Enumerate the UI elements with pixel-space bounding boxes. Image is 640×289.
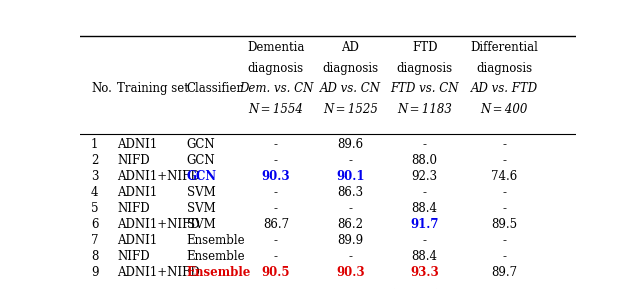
Text: 90.5: 90.5 (262, 266, 290, 279)
Text: 7: 7 (91, 234, 99, 247)
Text: GCN: GCN (187, 154, 215, 167)
Text: AD vs. FTD: AD vs. FTD (470, 82, 538, 95)
Text: SVM: SVM (187, 218, 216, 231)
Text: 5: 5 (91, 202, 99, 215)
Text: -: - (502, 250, 506, 263)
Text: AD: AD (341, 41, 359, 54)
Text: ADNI1: ADNI1 (117, 234, 157, 247)
Text: Ensemble: Ensemble (187, 250, 245, 263)
Text: -: - (348, 154, 352, 167)
Text: 88.4: 88.4 (412, 250, 438, 263)
Text: -: - (348, 250, 352, 263)
Text: SVM: SVM (187, 202, 216, 215)
Text: GCN: GCN (187, 138, 215, 151)
Text: 91.7: 91.7 (410, 218, 439, 231)
Text: -: - (274, 154, 278, 167)
Text: 86.2: 86.2 (337, 218, 364, 231)
Text: -: - (502, 138, 506, 151)
Text: -: - (274, 186, 278, 199)
Text: 9: 9 (91, 266, 99, 279)
Text: FTD: FTD (412, 41, 438, 54)
Text: -: - (274, 250, 278, 263)
Text: FTD vs. CN: FTD vs. CN (390, 82, 459, 95)
Text: 90.1: 90.1 (336, 170, 365, 183)
Text: 88.0: 88.0 (412, 154, 438, 167)
Text: 3: 3 (91, 170, 99, 183)
Text: diagnosis: diagnosis (476, 62, 532, 75)
Text: Differential: Differential (470, 41, 538, 54)
Text: NIFD: NIFD (117, 154, 150, 167)
Text: 86.3: 86.3 (337, 186, 364, 199)
Text: 89.5: 89.5 (491, 218, 517, 231)
Text: Dem. vs. CN: Dem. vs. CN (239, 82, 313, 95)
Text: NIFD: NIFD (117, 202, 150, 215)
Text: ADNI1+NIFD: ADNI1+NIFD (117, 170, 200, 183)
Text: AD vs. CN: AD vs. CN (320, 82, 381, 95)
Text: Ensemble: Ensemble (187, 234, 245, 247)
Text: -: - (274, 202, 278, 215)
Text: Training set: Training set (117, 82, 189, 95)
Text: diagnosis: diagnosis (323, 62, 378, 75)
Text: N = 400: N = 400 (481, 103, 528, 116)
Text: Dementia: Dementia (247, 41, 305, 54)
Text: -: - (502, 202, 506, 215)
Text: -: - (274, 138, 278, 151)
Text: SVM: SVM (187, 186, 216, 199)
Text: ADNI1: ADNI1 (117, 138, 157, 151)
Text: diagnosis: diagnosis (248, 62, 304, 75)
Text: 89.6: 89.6 (337, 138, 364, 151)
Text: 8: 8 (91, 250, 99, 263)
Text: -: - (348, 202, 352, 215)
Text: ADNI1+NIFD: ADNI1+NIFD (117, 218, 200, 231)
Text: -: - (422, 234, 427, 247)
Text: ADNI1+NIFD: ADNI1+NIFD (117, 266, 200, 279)
Text: No.: No. (91, 82, 112, 95)
Text: 1: 1 (91, 138, 99, 151)
Text: 92.3: 92.3 (412, 170, 438, 183)
Text: 86.7: 86.7 (263, 218, 289, 231)
Text: 2: 2 (91, 154, 99, 167)
Text: -: - (502, 234, 506, 247)
Text: N = 1183: N = 1183 (397, 103, 452, 116)
Text: 90.3: 90.3 (336, 266, 365, 279)
Text: GCN: GCN (187, 170, 217, 183)
Text: Ensemble: Ensemble (187, 266, 251, 279)
Text: -: - (422, 138, 427, 151)
Text: NIFD: NIFD (117, 250, 150, 263)
Text: diagnosis: diagnosis (397, 62, 452, 75)
Text: -: - (502, 154, 506, 167)
Text: 93.3: 93.3 (410, 266, 439, 279)
Text: 90.3: 90.3 (262, 170, 290, 183)
Text: N = 1525: N = 1525 (323, 103, 378, 116)
Text: 74.6: 74.6 (491, 170, 517, 183)
Text: Classifier: Classifier (187, 82, 243, 95)
Text: ADNI1: ADNI1 (117, 186, 157, 199)
Text: 88.4: 88.4 (412, 202, 438, 215)
Text: -: - (502, 186, 506, 199)
Text: -: - (422, 186, 427, 199)
Text: 89.9: 89.9 (337, 234, 364, 247)
Text: N = 1554: N = 1554 (248, 103, 303, 116)
Text: 6: 6 (91, 218, 99, 231)
Text: -: - (274, 234, 278, 247)
Text: 4: 4 (91, 186, 99, 199)
Text: 89.7: 89.7 (491, 266, 517, 279)
